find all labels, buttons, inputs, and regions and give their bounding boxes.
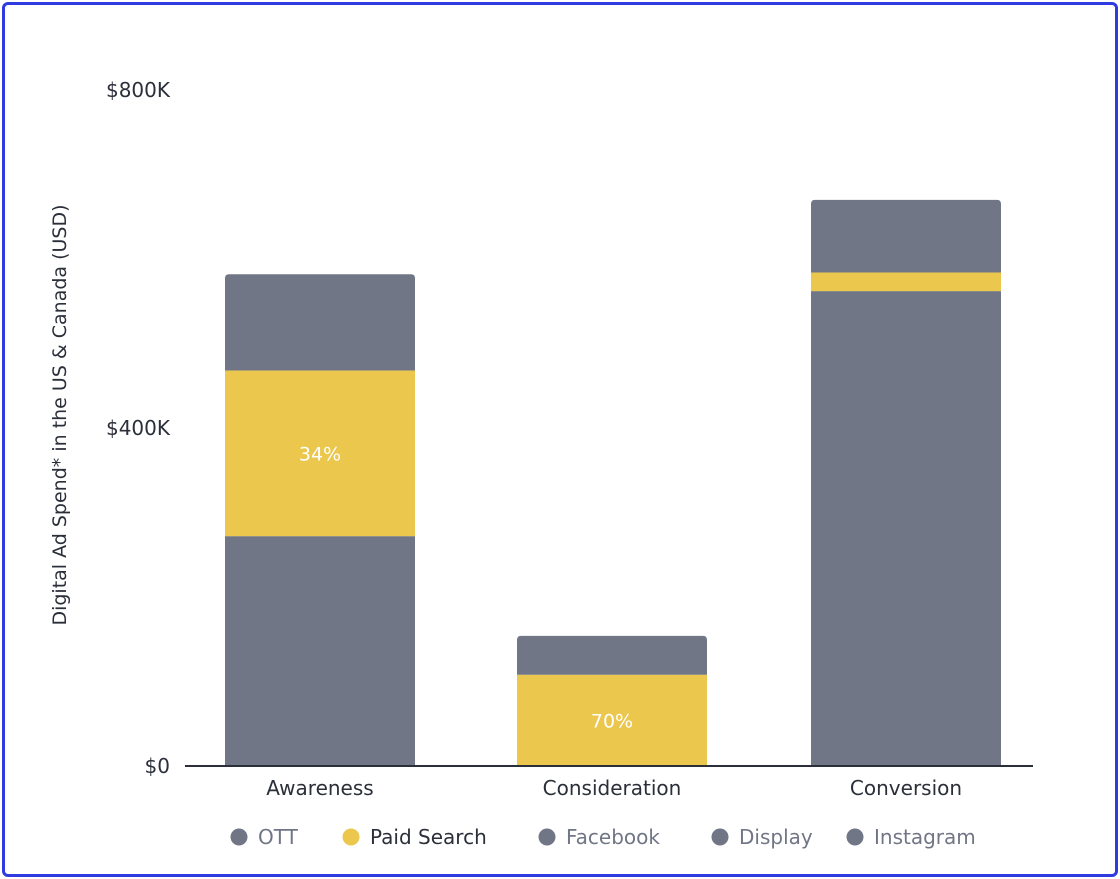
bars: 34% 70% — [225, 199, 1001, 766]
bar-segment — [811, 291, 1001, 766]
bar-segment — [517, 674, 707, 766]
y-tick-label: $800K — [106, 78, 171, 102]
legend-swatch — [342, 828, 360, 846]
legend-label: Display — [739, 825, 813, 849]
y-tick-label: $0 — [145, 754, 170, 778]
legend-label: OTT — [258, 825, 299, 849]
legend: OTT Paid Search Facebook Display Instagram — [230, 825, 976, 849]
legend-item-paid-search[interactable]: Paid Search — [342, 825, 487, 849]
bar-segment — [811, 199, 1001, 273]
bar-segment — [517, 635, 707, 675]
legend-swatch — [711, 828, 729, 846]
legend-item-instagram[interactable]: Instagram — [846, 825, 976, 849]
legend-item-ott[interactable]: OTT — [230, 825, 299, 849]
y-axis-ticks: $0 $400K $800K — [106, 78, 171, 778]
legend-item-facebook[interactable]: Facebook — [538, 825, 661, 849]
bar-segment — [225, 274, 415, 371]
x-category-label: Awareness — [266, 776, 373, 800]
legend-swatch — [230, 828, 248, 846]
legend-label: Paid Search — [370, 825, 487, 849]
bar-conversion — [811, 199, 1001, 766]
bar-data-label: 34% — [299, 443, 341, 465]
legend-label: Instagram — [874, 825, 976, 849]
bar-segment — [225, 536, 415, 766]
legend-swatch — [846, 828, 864, 846]
legend-label: Facebook — [566, 825, 660, 849]
bar-consideration: 70% — [517, 635, 707, 766]
y-tick-label: $400K — [106, 416, 171, 440]
y-axis-title: Digital Ad Spend* in the US & Canada (US… — [49, 204, 71, 625]
x-axis-categories: Awareness Consideration Conversion — [266, 776, 962, 800]
x-category-label: Conversion — [850, 776, 962, 800]
legend-item-display[interactable]: Display — [711, 825, 813, 849]
bar-awareness: 34% — [225, 274, 415, 766]
x-category-label: Consideration — [543, 776, 682, 800]
bar-segment — [811, 272, 1001, 292]
bar-segment — [225, 370, 415, 537]
legend-swatch — [538, 828, 556, 846]
bar-data-label: 70% — [591, 710, 633, 732]
